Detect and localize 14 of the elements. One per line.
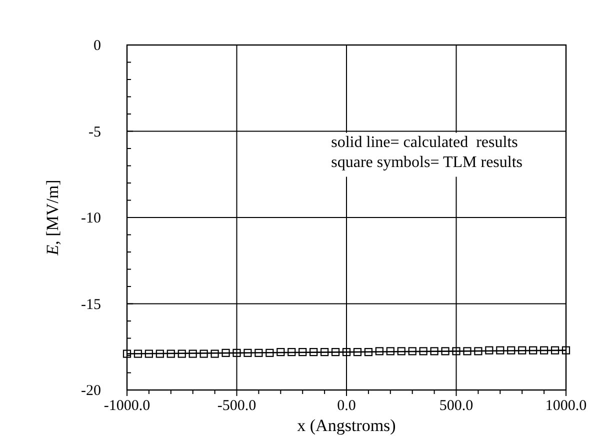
x-tick-label: 500.0 [439, 398, 474, 414]
x-tick-label: -500.0 [217, 398, 256, 414]
annotation: square symbols= TLM results [331, 154, 523, 171]
y-tick-label: -5 [88, 124, 101, 140]
annotation: solid line= calculated results [331, 134, 518, 151]
x-tick-label: 1000.0 [545, 398, 587, 414]
x-axis-title: x (Angstroms) [297, 416, 396, 435]
y-tick-label: -15 [81, 296, 101, 313]
y-tick-label: -10 [81, 210, 101, 226]
y-tick-label: -20 [81, 383, 101, 399]
y-axis-title: E, [MV/m] [43, 180, 62, 256]
x-tick-label: 0.0 [337, 398, 356, 414]
x-tick-label: -1000.0 [104, 398, 150, 414]
y-tick-label: 0 [94, 38, 101, 54]
